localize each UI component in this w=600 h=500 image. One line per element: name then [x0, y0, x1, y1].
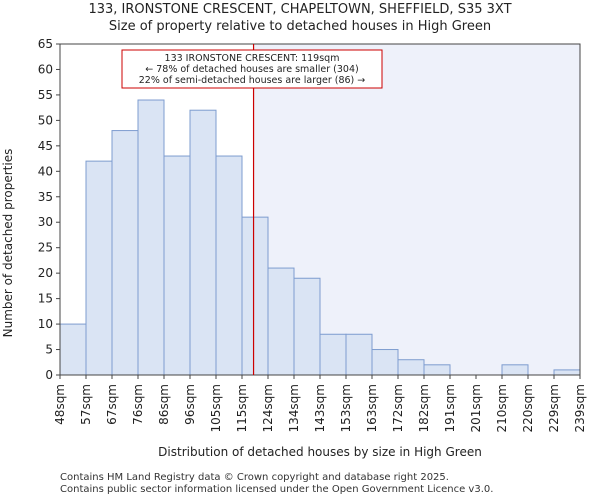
y-tick-label: 25 [38, 241, 53, 255]
histogram-chart: 0 5 10 15 20 25 30 35 40 45 50 55 60 65 48sqm 57sqm 67sq… [1, 37, 587, 459]
annotation-line: 22% of semi-detached houses are larger (… [139, 75, 366, 86]
annotation-box [121, 49, 383, 89]
bar [189, 109, 217, 376]
bar [111, 130, 139, 376]
bar [319, 333, 347, 376]
x-axis-label: Distribution of detached houses by size … [158, 445, 482, 459]
y-tick-label: 0 [45, 368, 53, 382]
x-tick-label: 124sqm [261, 384, 275, 432]
x-tick-label: 86sqm [157, 384, 171, 425]
bar [345, 333, 373, 376]
bar [397, 359, 425, 376]
annotation-line: 133 IRONSTONE CRESCENT: 119sqm [165, 53, 340, 64]
bar [137, 99, 165, 376]
x-tick-label: 96sqm [183, 384, 197, 425]
bar [85, 160, 113, 376]
bar [59, 323, 87, 376]
y-axis-label: Number of detached properties [1, 149, 15, 338]
chart-subtitle: Size of property relative to detached ho… [108, 19, 492, 34]
x-tick-label: 134sqm [287, 384, 301, 432]
x-tick-label: 229sqm [547, 384, 561, 432]
y-tick-label: 50 [38, 113, 53, 127]
y-tick-label: 65 [38, 37, 53, 51]
x-tick-label: 67sqm [105, 384, 119, 425]
annotation-line: ← 78% of detached houses are smaller (30… [145, 64, 358, 75]
x-tick-label: 172sqm [391, 384, 405, 432]
footer-copyright: Contains HM Land Registry data © Crown c… [60, 472, 449, 483]
bar [163, 155, 191, 376]
y-tick-label: 55 [38, 88, 53, 102]
bar [423, 364, 451, 376]
bar [501, 364, 529, 376]
x-tick-label: 115sqm [235, 384, 249, 432]
y-tick-label: 10 [38, 317, 53, 331]
y-tick-label: 30 [38, 215, 53, 229]
bar [293, 277, 321, 376]
x-tick-label: 153sqm [339, 384, 353, 432]
bar [215, 155, 243, 376]
y-tick-label: 60 [38, 62, 53, 76]
bar [371, 349, 399, 376]
y-tick-label: 15 [38, 292, 53, 306]
footer-licence: Contains public sector information licen… [60, 484, 494, 495]
x-tick-label: 191sqm [443, 384, 457, 432]
y-tick-label: 40 [38, 164, 53, 178]
x-tick-label: 57sqm [79, 384, 93, 425]
x-tick-label: 220sqm [521, 384, 535, 432]
x-tick-label: 105sqm [209, 384, 223, 432]
x-tick-label: 239sqm [573, 384, 587, 432]
x-tick-label: 163sqm [365, 384, 379, 432]
x-tick-label: 76sqm [131, 384, 145, 425]
y-tick-label: 5 [45, 343, 53, 357]
x-tick-label: 143sqm [313, 384, 327, 432]
y-tick-label: 20 [38, 266, 53, 280]
x-tick-label: 201sqm [469, 384, 483, 432]
chart-title: 133, IRONSTONE CRESCENT, CHAPELTOWN, SHE… [88, 2, 512, 17]
y-tick-label: 35 [38, 190, 53, 204]
y-tick-label: 45 [38, 139, 53, 153]
bar [241, 216, 269, 376]
x-tick-label: 210sqm [495, 384, 509, 432]
bar [267, 267, 295, 376]
x-tick-label: 48sqm [53, 384, 67, 425]
x-tick-label: 182sqm [417, 384, 431, 432]
bar [553, 369, 581, 376]
